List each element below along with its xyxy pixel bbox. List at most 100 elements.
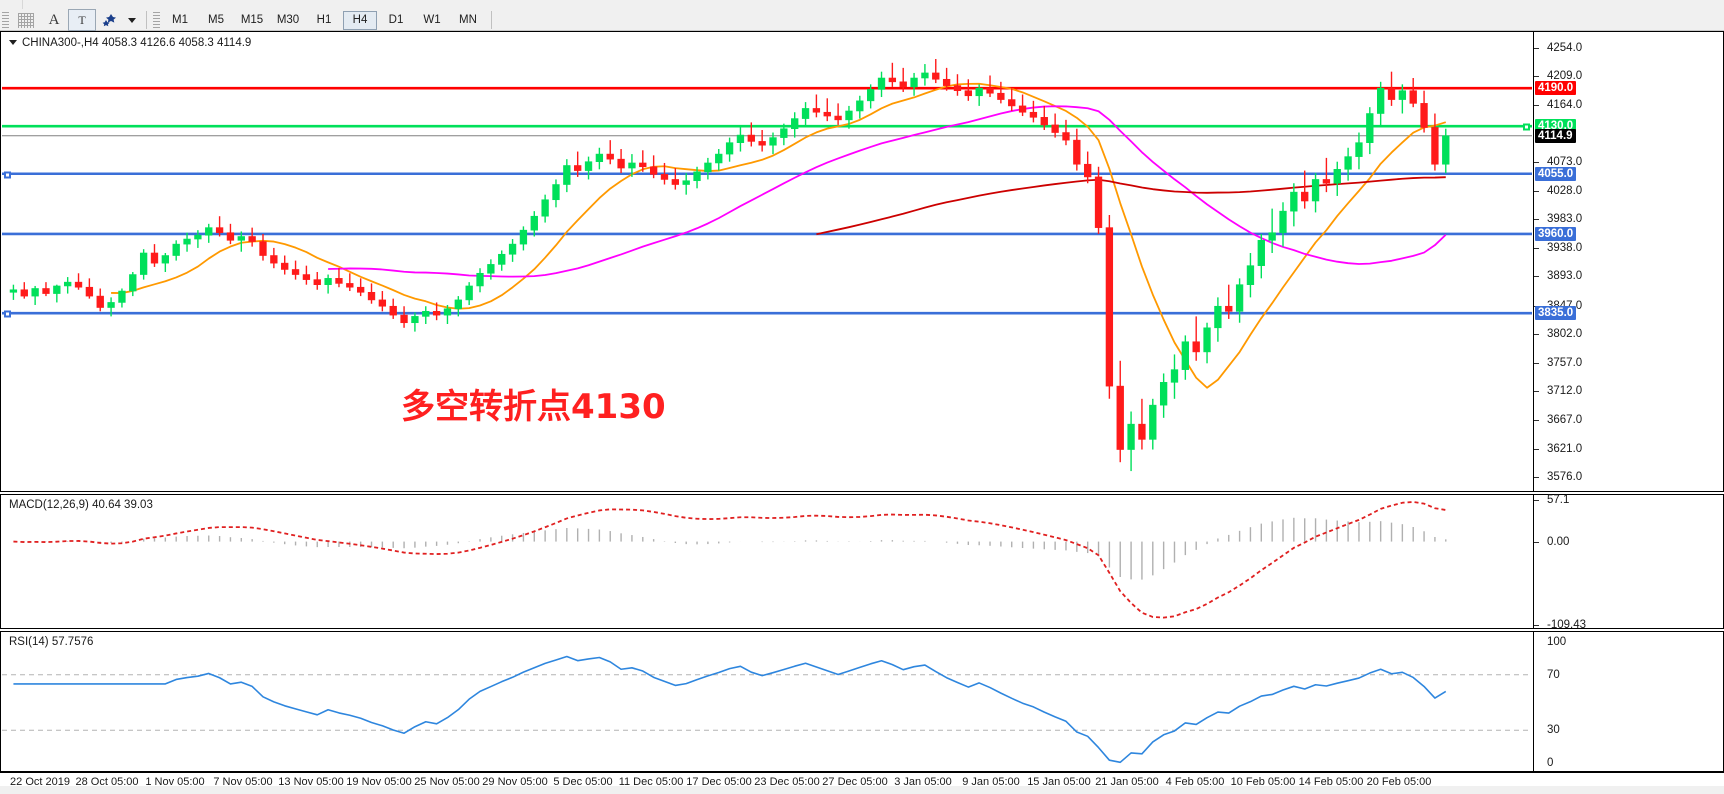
level-handle[interactable] (1523, 123, 1530, 131)
status-bar (0, 786, 1724, 794)
price-axis-label: 3757.0 (1547, 356, 1583, 369)
time-axis-label: 13 Nov 05:00 (278, 776, 344, 788)
axis-tick (1534, 276, 1539, 278)
time-axis-label: 19 Nov 05:00 (346, 776, 412, 788)
text-A-icon[interactable]: A (48, 11, 60, 28)
macd-axis[interactable]: 57.1 0.00 -109.43 (1533, 494, 1723, 631)
price-axis-label: 4164.0 (1547, 98, 1583, 111)
time-axis-label: 7 Nov 05:00 (213, 776, 273, 788)
axis-tick (1534, 477, 1539, 479)
time-axis-label: 11 Dec 05:00 (618, 776, 684, 788)
timeframe-m5[interactable]: M5 (208, 14, 224, 26)
toolbar-stub-green (190, 0, 230, 9)
chart-annotation-text: 多空转折点4130 (401, 386, 666, 427)
time-axis-label: 1 Nov 05:00 (145, 776, 205, 788)
time-axis-label: 4 Feb 05:00 (1165, 776, 1225, 788)
timeframe-mn[interactable]: MN (459, 14, 477, 26)
price-tag-support-line-2[interactable]: 3960.0 (1535, 226, 1577, 241)
timeframe-m1[interactable]: M1 (172, 14, 188, 26)
axis-tick (1534, 334, 1539, 336)
rsi-axis-label: 70 (1547, 668, 1560, 681)
timeframe-h1[interactable]: H1 (316, 14, 332, 26)
time-axis-label: 25 Nov 05:00 (414, 776, 480, 788)
rsi-plot-area[interactable] (2, 633, 1532, 770)
price-tag-support-line-1[interactable]: 4055.0 (1535, 166, 1577, 181)
axis-tick (1534, 247, 1539, 249)
macd-axis-label: 0.00 (1547, 535, 1570, 548)
price-axis-label: 3983.0 (1547, 213, 1583, 226)
axis-tick (1534, 391, 1539, 393)
timeframe-d1[interactable]: D1 (388, 14, 404, 26)
price-axis-label: 3712.0 (1547, 385, 1583, 398)
price-tag-resistance-line[interactable]: 4190.0 (1535, 81, 1577, 96)
axis-tick (1534, 219, 1539, 221)
time-axis-label: 17 Dec 05:00 (686, 776, 752, 788)
timeframe-m30[interactable]: M30 (276, 14, 300, 26)
level-handle[interactable] (4, 171, 11, 179)
timeframe-w1[interactable]: W1 (423, 14, 441, 26)
time-axis-label: 20 Feb 05:00 (1366, 776, 1432, 788)
price-axis[interactable]: 4254.0 4209.0 4164.0 4073.0 4028.0 3983.0 3938… (1533, 32, 1723, 491)
timeframe-grip[interactable] (153, 11, 160, 29)
time-axis-label: 23 Dec 05:00 (754, 776, 820, 788)
axis-tick (1534, 190, 1539, 192)
chart-frame: CHINA300-,H4 4058.3 4126.6 4058.3 4114.9… (0, 31, 1724, 772)
text-label-icon[interactable]: T (68, 9, 96, 31)
toolbar-stub-left (0, 0, 23, 9)
objects-icon[interactable] (96, 9, 124, 31)
axis-tick (1534, 448, 1539, 450)
rsi-axis[interactable]: 100 70 30 0 (1533, 632, 1723, 771)
price-axis-label: 4209.0 (1547, 70, 1583, 83)
time-axis-label: 5 Dec 05:00 (553, 776, 613, 788)
axis-tick (1534, 104, 1539, 106)
toolbar-divider (146, 11, 147, 29)
price-candles-svg (2, 58, 1532, 472)
axis-tick (1534, 305, 1539, 307)
macd-pane[interactable]: MACD(12,26,9) 40.64 39.03 57.1 0.00 -109.4… (0, 494, 1724, 631)
price-axis-label: 4028.0 (1547, 184, 1583, 197)
time-axis-label: 15 Jan 05:00 (1027, 776, 1091, 788)
collapse-arrow-icon[interactable] (9, 40, 17, 45)
axis-tick (1534, 362, 1539, 364)
crosshair-grid-icon[interactable] (12, 9, 40, 31)
toolbar-divider-2 (491, 11, 492, 29)
price-axis-label: 3667.0 (1547, 413, 1583, 426)
macd-plot-area[interactable] (2, 496, 1532, 627)
price-axis-label: 4254.0 (1547, 41, 1583, 54)
axis-tick (1534, 47, 1539, 49)
dropdown-arrow-icon[interactable] (124, 9, 140, 31)
time-axis-label: 22 Oct 2019 (10, 776, 70, 788)
price-pane[interactable]: CHINA300-,H4 4058.3 4126.6 4058.3 4114.9… (0, 31, 1724, 492)
price-tag-last-price-line[interactable]: 4114.9 (1535, 128, 1576, 143)
rsi-pane[interactable]: RSI(14) 57.7576 100 70 30 0 (0, 631, 1724, 772)
price-axis-label: 3576.0 (1547, 471, 1583, 484)
price-axis-label: 4073.0 (1547, 156, 1583, 169)
macd-axis-label: 57.1 (1547, 494, 1570, 506)
axis-tick (1534, 76, 1539, 78)
price-tag-support-line-3[interactable]: 3835.0 (1535, 306, 1577, 321)
price-ohlc-readout: CHINA300-,H4 4058.3 4126.6 4058.3 4114.9 (9, 37, 251, 49)
time-axis-label: 28 Oct 05:00 (75, 776, 139, 788)
level-handle[interactable] (4, 310, 11, 318)
axis-tick (1534, 419, 1539, 421)
price-axis-label: 3802.0 (1547, 328, 1583, 341)
macd-svg (13, 501, 1447, 619)
time-axis-label: 10 Feb 05:00 (1230, 776, 1296, 788)
time-axis-label: 3 Jan 05:00 (894, 776, 952, 788)
price-plot-area[interactable] (2, 33, 1532, 490)
time-axis-label: 29 Nov 05:00 (482, 776, 548, 788)
timeframe-h4[interactable]: H4 (343, 10, 377, 30)
axis-tick (1534, 625, 1539, 626)
price-axis-label: 3938.0 (1547, 241, 1583, 254)
rsi-svg (2, 655, 1532, 764)
axis-tick (1534, 162, 1539, 164)
time-axis-label: 14 Feb 05:00 (1298, 776, 1364, 788)
price-axis-label: 3893.0 (1547, 270, 1583, 283)
price-axis-label: 3621.0 (1547, 442, 1583, 455)
toolbar-grip[interactable] (2, 11, 9, 29)
rsi-axis-label: 30 (1547, 724, 1560, 737)
macd-title: MACD(12,26,9) 40.64 39.03 (9, 499, 153, 511)
rsi-title: RSI(14) 57.7576 (9, 636, 94, 648)
timeframe-m15[interactable]: M15 (240, 14, 264, 26)
time-axis-label: 9 Jan 05:00 (962, 776, 1020, 788)
